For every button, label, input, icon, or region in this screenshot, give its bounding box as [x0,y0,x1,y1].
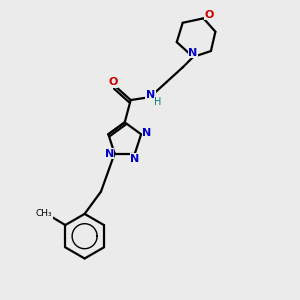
Text: O: O [204,10,214,20]
Text: N: N [105,148,114,158]
Text: N: N [146,90,155,100]
Text: CH₃: CH₃ [36,209,52,218]
Text: N: N [142,128,152,138]
Text: O: O [108,77,118,87]
Text: N: N [188,47,198,58]
Text: N: N [130,154,140,164]
Text: H: H [154,97,162,107]
